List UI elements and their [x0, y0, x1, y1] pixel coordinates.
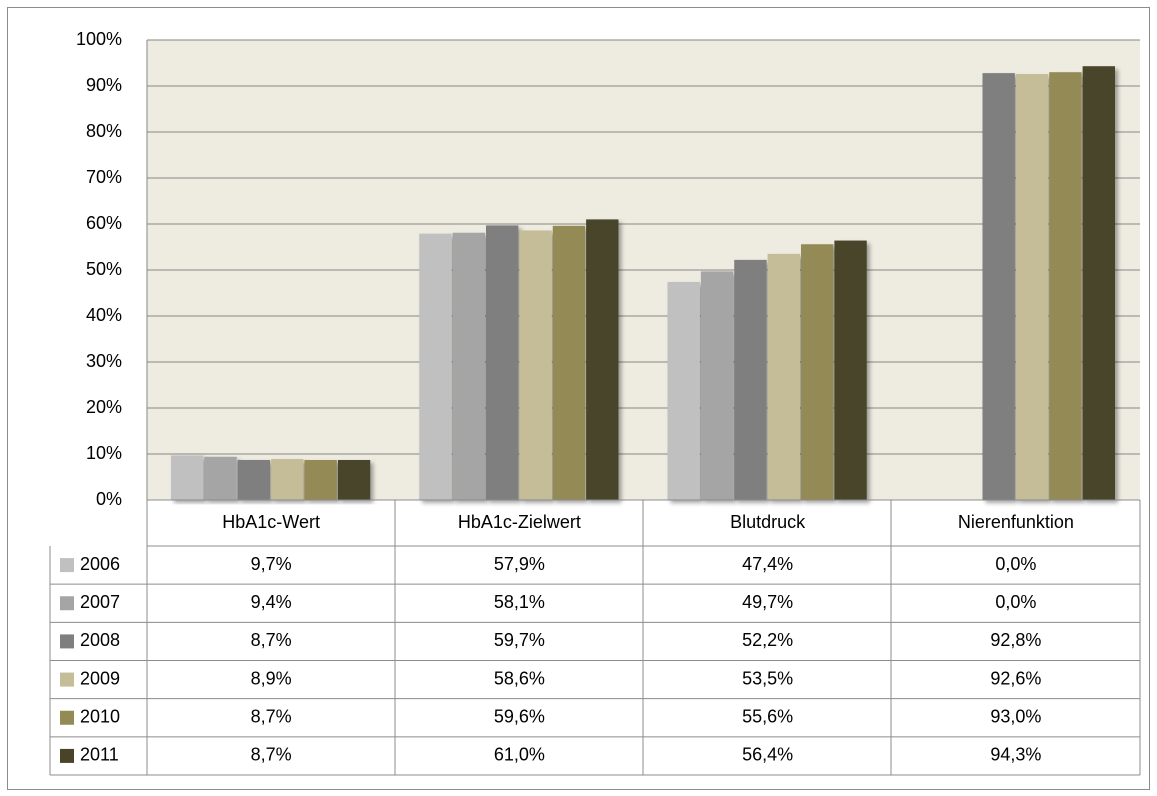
y-tick-label: 20%	[86, 397, 122, 417]
table-cell: 0,0%	[995, 592, 1036, 612]
table-cell: 0,0%	[995, 554, 1036, 574]
bar	[204, 456, 237, 500]
table-cell: 58,1%	[494, 592, 545, 612]
legend-swatch	[60, 558, 74, 573]
table-cell: 8,7%	[251, 630, 292, 650]
x-tick-label: Blutdruck	[730, 512, 806, 532]
bar	[171, 455, 204, 500]
bar	[1049, 72, 1082, 500]
table-cell: 92,8%	[990, 630, 1041, 650]
bar	[519, 230, 552, 500]
table-cell: 8,7%	[251, 745, 292, 765]
bar	[552, 225, 586, 500]
bar	[452, 232, 485, 501]
bar	[734, 259, 767, 500]
bar	[271, 459, 304, 500]
legend-swatch	[60, 634, 74, 649]
table-cell: 57,9%	[494, 554, 545, 574]
table-cell: 93,0%	[990, 707, 1041, 727]
y-tick-label: 70%	[86, 167, 122, 187]
y-tick-label: 100%	[76, 29, 122, 49]
table-cell: 61,0%	[494, 745, 545, 765]
table-cell: 59,7%	[494, 630, 545, 650]
legend-label: 2011	[80, 745, 119, 765]
y-tick-label: 30%	[86, 351, 122, 371]
legend-label: 2007	[80, 592, 120, 612]
legend-swatch	[60, 710, 74, 725]
bar	[834, 240, 867, 500]
legend-label: 2010	[80, 707, 120, 727]
legend-label: 2006	[80, 554, 120, 574]
bar	[337, 459, 371, 500]
table-cell: 9,7%	[251, 554, 292, 574]
legend-swatch	[60, 748, 74, 763]
bar	[700, 271, 734, 500]
legend-swatch	[60, 672, 74, 687]
legend-swatch	[60, 596, 74, 611]
y-tick-label: 60%	[86, 213, 122, 233]
bar	[1082, 66, 1115, 500]
table-cell: 8,9%	[251, 668, 292, 688]
y-tick-label: 80%	[86, 121, 122, 141]
table-cell: 53,5%	[742, 668, 793, 688]
table-cell: 92,6%	[990, 668, 1041, 688]
bar	[237, 459, 271, 500]
bar	[667, 281, 700, 500]
table-cell: 56,4%	[742, 745, 793, 765]
x-tick-label: Nierenfunktion	[958, 512, 1074, 532]
table-cell: 55,6%	[742, 707, 793, 727]
bar	[419, 233, 452, 500]
table-cell: 58,6%	[494, 668, 545, 688]
x-tick-label: HbA1c-Zielwert	[458, 512, 581, 532]
legend-label: 2009	[80, 668, 120, 688]
table-cell: 49,7%	[742, 592, 793, 612]
bar	[1015, 74, 1049, 500]
table-cell: 59,6%	[494, 707, 545, 727]
table-cell: 94,3%	[990, 745, 1041, 765]
table-cell: 8,7%	[251, 707, 292, 727]
bar	[486, 225, 519, 500]
y-tick-label: 10%	[86, 443, 122, 463]
bar	[767, 253, 800, 500]
table-cell: 9,4%	[251, 592, 292, 612]
y-tick-label: 0%	[96, 489, 122, 509]
y-tick-label: 40%	[86, 305, 122, 325]
bar	[801, 244, 834, 500]
y-tick-label: 50%	[86, 259, 122, 279]
table-cell: 47,4%	[742, 554, 793, 574]
x-tick-label: HbA1c-Wert	[222, 512, 320, 532]
bar	[586, 219, 619, 500]
table-cell: 52,2%	[742, 630, 793, 650]
y-tick-label: 90%	[86, 75, 122, 95]
legend-label: 2008	[80, 630, 120, 650]
bar	[982, 73, 1015, 501]
bar	[304, 459, 337, 500]
